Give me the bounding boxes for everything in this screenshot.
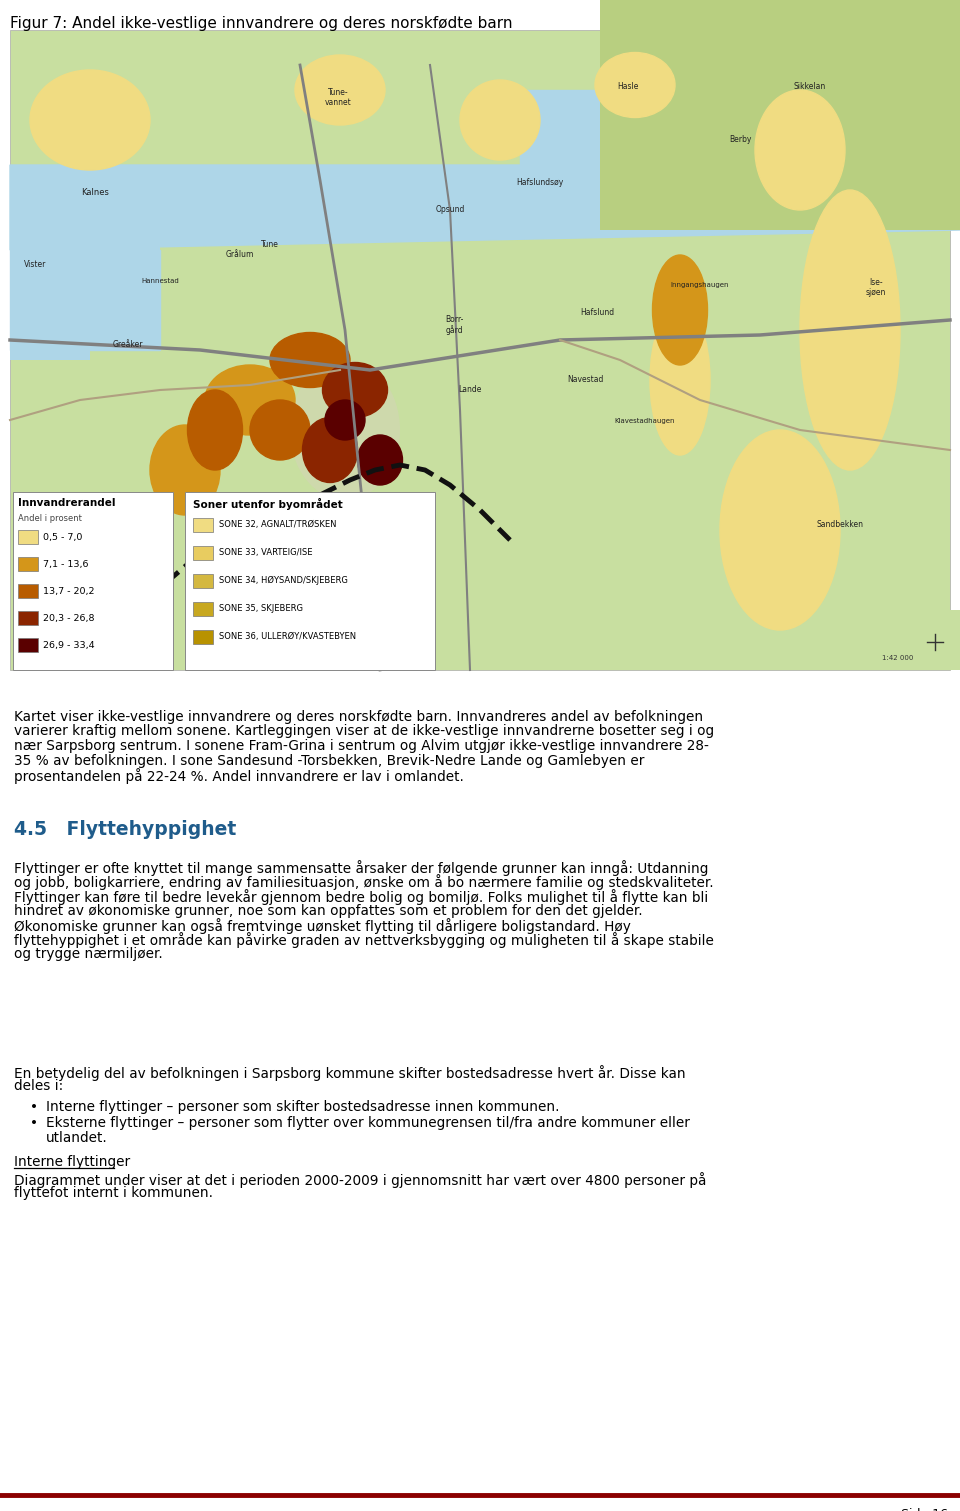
Bar (18, 610, 38, 626)
Text: Kalnes: Kalnes (81, 187, 108, 196)
Text: flyttefot internt i kommunen.: flyttefot internt i kommunen. (14, 1186, 213, 1201)
Ellipse shape (323, 363, 388, 417)
Text: nær Sarpsborg sentrum. I sonene Fram-Grina i sentrum og Alvim utgjør ikke-vestli: nær Sarpsborg sentrum. I sonene Fram-Gri… (14, 739, 708, 752)
Text: Tune-
vannet: Tune- vannet (324, 88, 351, 107)
Ellipse shape (290, 360, 400, 500)
Text: Hannestad: Hannestad (141, 278, 179, 284)
Polygon shape (520, 91, 960, 165)
Text: Økonomiske grunner kan også fremtvinge uønsket flytting til dårligere boligstand: Økonomiske grunner kan også fremtvinge u… (14, 919, 631, 934)
Text: En betydelig del av befolkningen i Sarpsborg kommune skifter bostedsadresse hver: En betydelig del av befolkningen i Sarps… (14, 1065, 685, 1080)
Text: Eksterne flyttinger – personer som flytter over kommunegrensen til/fra andre kom: Eksterne flyttinger – personer som flytt… (46, 1117, 690, 1130)
Text: Soner utenfor byområdet: Soner utenfor byområdet (193, 499, 343, 511)
Text: Tune: Tune (261, 240, 279, 249)
Text: Lande: Lande (458, 385, 482, 394)
Bar (18, 638, 38, 653)
Text: Side 16: Side 16 (901, 1508, 948, 1511)
Text: Interne flyttinger – personer som skifter bostedsadresse innen kommunen.: Interne flyttinger – personer som skifte… (46, 1100, 560, 1114)
Bar (18, 530, 38, 544)
Text: SONE 32, AGNALT/TRØSKEN: SONE 32, AGNALT/TRØSKEN (219, 520, 337, 529)
Bar (193, 630, 213, 644)
Bar (10, 30, 950, 669)
Text: 0,5 - 7,0: 0,5 - 7,0 (43, 533, 83, 542)
Ellipse shape (653, 255, 708, 366)
Text: Klavestadhaugen: Klavestadhaugen (614, 419, 675, 425)
Text: 4.5   Flyttehyppighet: 4.5 Flyttehyppighet (14, 820, 236, 839)
Bar (185, 493, 435, 669)
Bar (193, 545, 213, 561)
Ellipse shape (595, 53, 675, 118)
Ellipse shape (460, 80, 540, 160)
Bar (18, 583, 38, 598)
Bar (18, 558, 38, 571)
Text: SONE 36, ULLERØY/KVASTEBYEN: SONE 36, ULLERØY/KVASTEBYEN (219, 632, 356, 641)
Text: Innvandrerandel: Innvandrerandel (18, 499, 115, 508)
Text: Flyttinger er ofte knyttet til mange sammensatte årsaker der følgende grunner ka: Flyttinger er ofte knyttet til mange sam… (14, 860, 708, 876)
Text: Interne flyttinger: Interne flyttinger (14, 1154, 131, 1170)
Text: Sikkelan: Sikkelan (794, 82, 827, 91)
Ellipse shape (325, 400, 365, 440)
Ellipse shape (250, 400, 310, 459)
Text: hindret av økonomiske grunner, noe som kan oppfattes som et problem for den det : hindret av økonomiske grunner, noe som k… (14, 904, 642, 917)
Ellipse shape (205, 366, 295, 435)
Text: Greåker: Greåker (112, 340, 143, 349)
Text: SONE 33, VARTEIG/ISE: SONE 33, VARTEIG/ISE (219, 548, 313, 558)
Text: utlandet.: utlandet. (46, 1132, 108, 1145)
Text: deles i:: deles i: (14, 1079, 63, 1094)
Bar (13, 493, 173, 669)
Ellipse shape (720, 431, 840, 630)
Ellipse shape (150, 425, 220, 515)
Text: Opsund: Opsund (435, 205, 465, 215)
Bar (600, 0, 960, 230)
Text: 35 % av befolkningen. I sone Sandesund -Torsbekken, Brevik-Nedre Lande og Gamleb: 35 % av befolkningen. I sone Sandesund -… (14, 754, 644, 768)
Text: Hafslundsøy: Hafslundsøy (516, 178, 564, 187)
Text: Hafslund: Hafslund (580, 308, 614, 317)
Text: Andel i prosent: Andel i prosent (18, 514, 82, 523)
Text: prosentandelen på 22-24 %. Andel innvandrere er lav i omlandet.: prosentandelen på 22-24 %. Andel innvand… (14, 768, 464, 784)
Ellipse shape (187, 390, 243, 470)
Bar (10, 240, 160, 290)
Text: 20,3 - 26,8: 20,3 - 26,8 (43, 613, 94, 623)
Ellipse shape (755, 91, 845, 210)
Text: Hasle: Hasle (617, 82, 638, 91)
Bar (193, 518, 213, 532)
Ellipse shape (800, 190, 900, 470)
Text: varierer kraftig mellom sonene. Kartleggingen viser at de ikke-vestlige innvandr: varierer kraftig mellom sonene. Kartlegg… (14, 724, 714, 739)
Text: Diagrammet under viser at det i perioden 2000-2009 i gjennomsnitt har vært over : Diagrammet under viser at det i perioden… (14, 1173, 707, 1188)
Text: Flyttinger kan føre til bedre levekår gjennom bedre bolig og bomiljø. Folks muli: Flyttinger kan føre til bedre levekår gj… (14, 888, 708, 905)
Text: 26,9 - 33,4: 26,9 - 33,4 (43, 641, 95, 650)
Text: SONE 34, HØYSAND/SKJEBERG: SONE 34, HØYSAND/SKJEBERG (219, 576, 348, 585)
Text: Kartet viser ikke-vestlige innvandrere og deres norskfødte barn. Innvandreres an: Kartet viser ikke-vestlige innvandrere o… (14, 710, 703, 724)
Text: og trygge nærmiljøer.: og trygge nærmiljøer. (14, 947, 163, 961)
Bar (193, 601, 213, 616)
Text: 13,7 - 20,2: 13,7 - 20,2 (43, 586, 94, 595)
Text: •: • (30, 1100, 38, 1114)
Polygon shape (10, 165, 960, 249)
Text: Ise-
sjøen: Ise- sjøen (866, 278, 886, 298)
Bar (10, 260, 90, 360)
Polygon shape (10, 249, 160, 351)
Ellipse shape (30, 70, 150, 171)
Text: Sandbekken: Sandbekken (817, 520, 863, 529)
Text: og jobb, boligkarriere, endring av familiesituasjon, ønske om å bo nærmere famil: og jobb, boligkarriere, endring av famil… (14, 875, 713, 890)
Ellipse shape (650, 305, 710, 455)
Text: Grålum: Grålum (226, 249, 254, 258)
Text: •: • (30, 1117, 38, 1130)
Text: flyttehyppighet i et område kan påvirke graden av nettverksbygging og muligheten: flyttehyppighet i et område kan påvirke … (14, 932, 714, 949)
Ellipse shape (357, 435, 402, 485)
Text: Navestad: Navestad (566, 375, 603, 384)
Text: 7,1 - 13,6: 7,1 - 13,6 (43, 561, 88, 570)
Bar (600, 610, 960, 669)
Ellipse shape (295, 54, 385, 125)
Ellipse shape (302, 417, 357, 482)
Text: Vister: Vister (24, 260, 46, 269)
Text: Figur 7: Andel ikke-vestlige innvandrere og deres norskfødte barn: Figur 7: Andel ikke-vestlige innvandrere… (10, 17, 513, 32)
Ellipse shape (270, 332, 350, 387)
Text: Berby: Berby (729, 134, 751, 144)
Text: SONE 35, SKJEBERG: SONE 35, SKJEBERG (219, 604, 303, 613)
Text: 1:42 000: 1:42 000 (881, 654, 913, 660)
Bar (193, 574, 213, 588)
Text: Inngangshaugen: Inngangshaugen (671, 283, 730, 289)
Text: Borr-
gård: Borr- gård (444, 314, 463, 335)
